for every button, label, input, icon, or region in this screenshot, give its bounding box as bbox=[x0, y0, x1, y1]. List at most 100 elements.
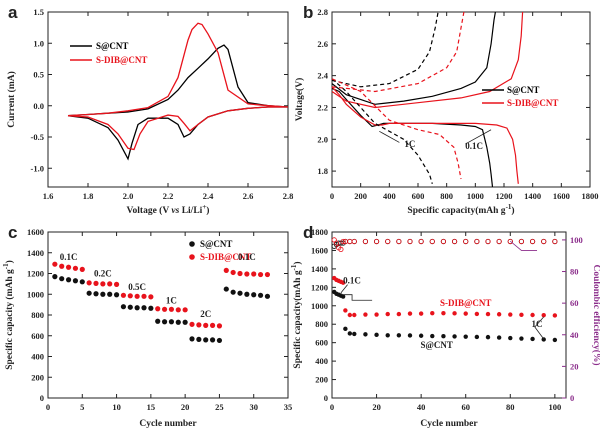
annotation-arrow bbox=[340, 294, 373, 301]
annotation-arrow bbox=[465, 129, 492, 145]
data-point bbox=[100, 291, 106, 297]
capacity-point bbox=[519, 336, 524, 341]
coulombic-efficiency-point bbox=[507, 238, 513, 245]
capacity-point bbox=[552, 337, 558, 343]
rate-annotation: 0.1C bbox=[60, 252, 78, 262]
y-tick-label: 2.2 bbox=[317, 102, 328, 112]
x-tick-label: 15 bbox=[147, 402, 156, 412]
x-tick-label: 1000 bbox=[467, 191, 484, 201]
rate-annotation: 0.2C bbox=[94, 269, 112, 279]
coulombic-efficiency-point bbox=[496, 238, 502, 245]
capacity-point bbox=[530, 312, 535, 318]
data-point bbox=[244, 271, 250, 277]
y-axis-label: Specific capacity(mAh g-1) bbox=[290, 261, 303, 368]
coulombic-efficiency-point bbox=[373, 238, 380, 245]
data-point bbox=[257, 271, 264, 278]
series-annotation: S@CNT bbox=[421, 340, 453, 350]
legend-marker bbox=[189, 254, 195, 260]
x-axis-label-part: + bbox=[202, 203, 206, 211]
data-point bbox=[148, 294, 154, 300]
y-tick-label: 0.5 bbox=[33, 70, 44, 80]
capacity-point bbox=[430, 310, 435, 316]
capacity-point bbox=[385, 311, 390, 317]
x-axis-label-part: Specific capacity(mAh g bbox=[407, 205, 505, 216]
series-annotation: S-DIB@CNT bbox=[440, 298, 491, 308]
coulombic-efficiency-point bbox=[418, 238, 424, 245]
data-point bbox=[127, 304, 133, 310]
capacity-point bbox=[396, 333, 402, 338]
capacity-point bbox=[463, 311, 468, 316]
legend-label: S@CNT bbox=[507, 85, 539, 95]
data-point bbox=[127, 293, 133, 299]
x-axis-label-part: Li/Li bbox=[179, 206, 202, 216]
rate-annotation: 0.1C bbox=[465, 141, 483, 151]
coulombic-efficiency-point bbox=[333, 240, 340, 246]
data-point bbox=[65, 264, 72, 270]
x-tick-label: 25 bbox=[215, 402, 224, 412]
y-tick-label: 1800 bbox=[311, 227, 328, 237]
y-axis-label-part: Specific capacity (mAh g bbox=[4, 269, 15, 370]
data-point bbox=[264, 271, 271, 278]
x-tick-label: 5 bbox=[80, 402, 84, 412]
capacity-point bbox=[363, 312, 368, 317]
capacity-point bbox=[519, 312, 524, 318]
annotation-arrow bbox=[340, 284, 348, 294]
data-point bbox=[100, 281, 106, 287]
y-tick-label: 1200 bbox=[311, 282, 328, 292]
capacity-point bbox=[418, 311, 424, 316]
voltage-profile-curve bbox=[331, 78, 433, 184]
x-tick-label: 1.8 bbox=[83, 191, 94, 201]
capacity-point bbox=[418, 333, 424, 338]
y-tick-label: 1.5 bbox=[33, 7, 44, 17]
data-point bbox=[113, 292, 120, 298]
voltage-profile-curve bbox=[331, 11, 439, 88]
rate-annotation: 0.5C bbox=[128, 282, 146, 292]
y-tick-label: -1.0 bbox=[31, 163, 44, 173]
legend-label: S-DIB@CNT bbox=[96, 55, 147, 65]
capacity-point bbox=[541, 337, 546, 342]
y2-tick-label: 60 bbox=[570, 298, 579, 308]
data-point bbox=[203, 337, 209, 343]
data-point bbox=[107, 291, 113, 297]
x-tick-label: 400 bbox=[383, 191, 396, 201]
data-point bbox=[65, 277, 72, 283]
panel-a-current-voltage-cv: a 1.6 1.8 2.0 2.2 2.4 2.6 2.8 -1.0 -0.5 0.0 0.5 1.0 1… bbox=[6, 3, 293, 216]
voltage-profile-curve bbox=[331, 78, 462, 180]
capacity-point bbox=[452, 334, 457, 339]
capacity-point bbox=[441, 310, 446, 316]
legend-label: S@CNT bbox=[200, 239, 232, 249]
capacity-point bbox=[385, 333, 390, 338]
y-tick-label: -0.5 bbox=[31, 132, 44, 142]
capacity-point bbox=[508, 335, 513, 341]
data-point bbox=[107, 281, 113, 287]
data-point bbox=[155, 318, 161, 324]
y-tick-label: 2.6 bbox=[317, 39, 328, 49]
data-point bbox=[93, 291, 99, 297]
capacity-point bbox=[474, 311, 480, 317]
capacity-point bbox=[347, 331, 353, 336]
y-tick-label: 800 bbox=[31, 310, 44, 320]
rate-annotation: 1C bbox=[166, 296, 177, 306]
x-tick-label: 80 bbox=[506, 402, 515, 412]
capacity-point bbox=[496, 312, 502, 317]
data-point bbox=[237, 290, 243, 296]
data-point bbox=[237, 270, 243, 277]
coulombic-efficiency-point bbox=[440, 238, 447, 245]
data-point bbox=[244, 291, 250, 297]
capacity-point bbox=[474, 334, 480, 340]
data-point bbox=[113, 281, 120, 287]
annotation-arrow bbox=[534, 316, 545, 328]
x-tick-label: 0 bbox=[330, 191, 334, 201]
coulombic-efficiency-point bbox=[331, 237, 337, 243]
y-tick-label: 400 bbox=[315, 356, 328, 366]
y2-tick-label: 0 bbox=[570, 393, 574, 403]
capacity-point bbox=[352, 331, 357, 337]
capacity-point bbox=[374, 312, 379, 317]
data-point bbox=[230, 289, 236, 295]
y-tick-label: 2.8 bbox=[317, 7, 328, 17]
x-tick-label: 0 bbox=[46, 402, 50, 412]
x-tick-label: 60 bbox=[461, 402, 470, 412]
y-tick-label: 1000 bbox=[27, 289, 44, 299]
coulombic-efficiency-point bbox=[529, 238, 536, 245]
coulombic-efficiency-point bbox=[451, 238, 458, 245]
